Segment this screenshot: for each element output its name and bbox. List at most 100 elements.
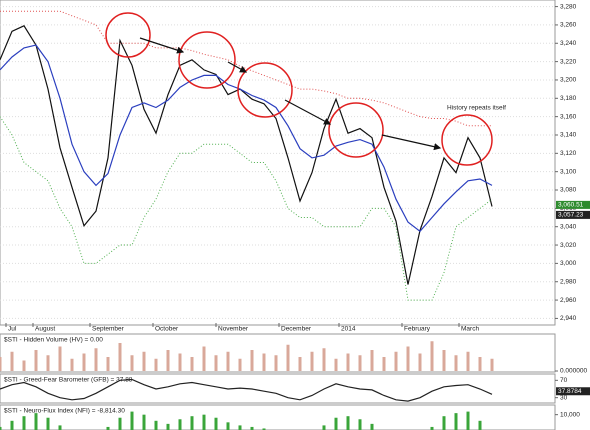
bar xyxy=(130,355,134,371)
bar xyxy=(178,353,182,371)
x-tick-label: August xyxy=(35,326,55,333)
bar xyxy=(142,351,146,371)
panel-title: $STI - Greed-Fear Barometer (GFB) = 37.8… xyxy=(4,377,133,384)
bar xyxy=(142,414,146,430)
bar xyxy=(322,425,326,430)
bar xyxy=(0,426,2,430)
bar xyxy=(430,341,434,371)
bar xyxy=(34,350,38,371)
bar xyxy=(22,360,26,371)
bar xyxy=(154,358,158,371)
bar xyxy=(358,419,362,430)
y-tick-label: 3,100 xyxy=(560,168,577,175)
bar xyxy=(166,350,170,371)
circle xyxy=(237,62,293,118)
bar xyxy=(94,348,98,371)
bar xyxy=(250,426,254,430)
y-tick-label: 3,120 xyxy=(560,150,577,157)
y-tick-label: 2,940 xyxy=(560,315,577,322)
circle xyxy=(105,12,151,58)
panel-title: $STI - Hidden Volume (HV) = 0.00 xyxy=(4,337,103,344)
bar xyxy=(478,357,482,371)
bar xyxy=(430,426,434,430)
bar xyxy=(70,358,74,371)
bar xyxy=(82,353,86,371)
x-tick-label: Jul xyxy=(8,326,17,333)
series-line xyxy=(0,378,493,402)
bar xyxy=(334,358,338,371)
circle xyxy=(178,31,236,89)
y-tick-label: 3,140 xyxy=(560,132,577,139)
price-label: 37.8784 xyxy=(558,388,582,395)
x-tick-label: October xyxy=(155,326,179,333)
price-label-box xyxy=(556,210,590,219)
y-tick-label: 10,000 xyxy=(560,411,580,418)
bar xyxy=(10,420,14,430)
price-label-box xyxy=(556,200,590,209)
bar xyxy=(442,416,446,430)
y-tick-label: 3,200 xyxy=(560,77,577,84)
bar xyxy=(58,425,62,430)
annotation: History repeats itself xyxy=(447,105,506,112)
bar xyxy=(190,357,194,371)
y-tick-label: 3,220 xyxy=(560,58,577,65)
y-tick-label: 3,260 xyxy=(560,22,577,29)
bar xyxy=(118,417,122,430)
bar xyxy=(106,357,110,371)
bar xyxy=(370,350,374,371)
bar xyxy=(262,428,266,430)
bar xyxy=(22,416,26,430)
x-tick-label: 2014 xyxy=(341,326,356,333)
bar xyxy=(214,417,218,430)
x-tick-label: November xyxy=(218,326,249,333)
y-tick-label: 3,240 xyxy=(560,40,577,47)
plot-area xyxy=(0,0,556,326)
arrow xyxy=(139,37,185,54)
bar xyxy=(274,355,278,371)
arrow xyxy=(284,99,332,125)
annotations xyxy=(105,12,493,166)
bar xyxy=(478,420,482,430)
y-tick-label: 3,020 xyxy=(560,242,577,249)
circle xyxy=(441,114,493,166)
bar xyxy=(34,413,38,430)
series-line xyxy=(0,44,493,233)
price-label: 3,057.23 xyxy=(558,212,584,219)
arrow xyxy=(227,61,248,73)
bar xyxy=(154,420,158,430)
x-tick-label: February xyxy=(404,326,431,333)
y-tick-label: 3,180 xyxy=(560,95,577,102)
bar xyxy=(310,351,314,371)
circle xyxy=(328,102,384,158)
bar xyxy=(334,417,338,430)
bar xyxy=(202,414,206,430)
bar xyxy=(370,423,374,430)
y-tick-label: 0.000000 xyxy=(560,368,587,375)
panel-title: $STI - Neuro-Flux Index (NFI) = -8,814.3… xyxy=(4,408,125,415)
bar xyxy=(346,353,350,371)
bar xyxy=(178,419,182,430)
bar xyxy=(454,355,458,371)
y-tick-label: 3,280 xyxy=(560,3,577,10)
bar xyxy=(106,426,110,430)
nfi-panel xyxy=(0,404,556,430)
bar xyxy=(58,346,62,371)
bar xyxy=(286,344,290,371)
y-tick-label: 3,160 xyxy=(560,113,577,120)
y-tick-label: 3,080 xyxy=(560,187,577,194)
bar xyxy=(202,346,206,371)
bar xyxy=(250,350,254,371)
bar xyxy=(46,417,50,430)
bar xyxy=(118,343,122,371)
bar xyxy=(262,353,266,371)
bar xyxy=(214,355,218,371)
bar xyxy=(238,425,242,430)
x-tick-label: December xyxy=(281,326,312,333)
y-tick-label: 3,040 xyxy=(560,223,577,230)
bar xyxy=(190,416,194,430)
bar xyxy=(394,351,398,371)
bar xyxy=(442,350,446,371)
bar xyxy=(346,416,350,430)
bar xyxy=(358,355,362,371)
bar xyxy=(454,413,458,430)
